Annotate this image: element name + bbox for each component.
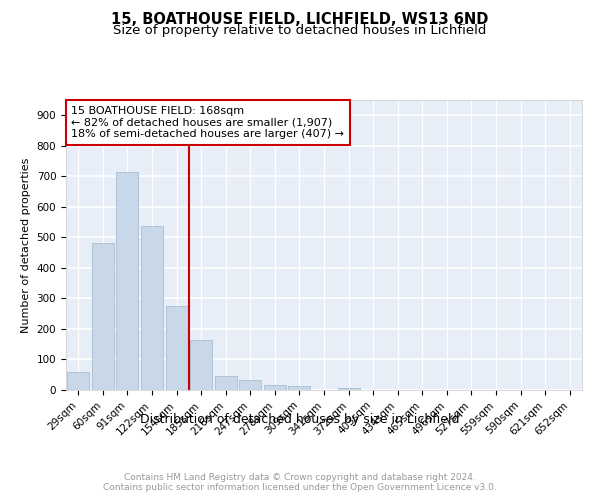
Text: 15 BOATHOUSE FIELD: 168sqm
← 82% of detached houses are smaller (1,907)
18% of s: 15 BOATHOUSE FIELD: 168sqm ← 82% of deta… (71, 106, 344, 139)
Text: Distribution of detached houses by size in Lichfield: Distribution of detached houses by size … (140, 412, 460, 426)
Text: 15, BOATHOUSE FIELD, LICHFIELD, WS13 6ND: 15, BOATHOUSE FIELD, LICHFIELD, WS13 6ND (112, 12, 488, 28)
Bar (92, 244, 114, 390)
Y-axis label: Number of detached properties: Number of detached properties (21, 158, 31, 332)
Bar (215, 376, 237, 390)
Bar (264, 384, 286, 390)
Bar (239, 380, 262, 390)
Bar (116, 172, 139, 390)
Text: Contains HM Land Registry data © Crown copyright and database right 2024.
Contai: Contains HM Land Registry data © Crown c… (103, 472, 497, 492)
Bar (141, 226, 163, 390)
Text: Size of property relative to detached houses in Lichfield: Size of property relative to detached ho… (113, 24, 487, 37)
Bar (166, 306, 188, 390)
Bar (338, 388, 359, 390)
Bar (289, 386, 310, 390)
Bar (190, 340, 212, 390)
Bar (67, 372, 89, 390)
